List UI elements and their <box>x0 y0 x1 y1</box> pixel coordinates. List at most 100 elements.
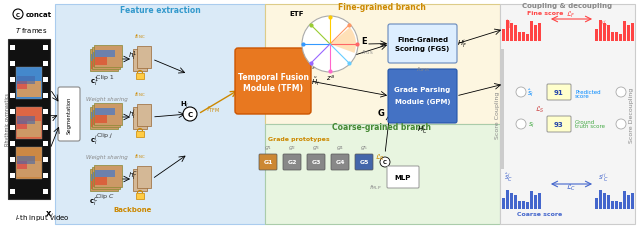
Bar <box>522 201 525 209</box>
Bar <box>95 51 115 58</box>
Text: G5: G5 <box>359 160 369 165</box>
Bar <box>91 120 103 128</box>
Bar <box>17 77 35 85</box>
Bar <box>136 193 144 199</box>
Text: Grade prototypes: Grade prototypes <box>268 137 330 142</box>
Bar <box>623 22 626 42</box>
Bar <box>538 25 541 42</box>
Bar <box>506 190 509 209</box>
Bar <box>265 5 500 124</box>
Text: $f_{\mathrm{ENC}}$: $f_{\mathrm{ENC}}$ <box>134 33 146 41</box>
Bar <box>514 26 517 42</box>
Bar <box>607 26 610 42</box>
Bar <box>17 121 41 137</box>
Text: Clip $C$: Clip $C$ <box>95 192 115 201</box>
Text: $z^a$: $z^a$ <box>326 73 334 83</box>
Text: Backbone: Backbone <box>114 206 152 212</box>
Text: Weight sharing: Weight sharing <box>86 154 128 159</box>
Bar <box>534 26 537 42</box>
Text: $\mathbf{c}_i^j$: $\mathbf{c}_i^j$ <box>90 133 98 146</box>
FancyBboxPatch shape <box>235 49 311 115</box>
Bar <box>615 201 618 209</box>
Text: $g_5$: $g_5$ <box>360 143 368 151</box>
Text: Coarse score: Coarse score <box>517 212 563 217</box>
Bar <box>43 62 48 67</box>
Circle shape <box>302 17 358 73</box>
Text: $\mathbf{G}$: $\mathbf{G}$ <box>377 106 385 117</box>
Text: Grade Parsing: Grade Parsing <box>394 87 451 93</box>
Bar <box>615 33 618 42</box>
Bar <box>137 105 151 126</box>
Bar <box>43 173 48 178</box>
Text: $\tilde{H}_i$: $\tilde{H}_i$ <box>311 75 319 88</box>
Bar <box>17 82 41 98</box>
Text: $s'^i_F$: $s'^i_F$ <box>598 18 608 32</box>
Bar <box>17 161 41 177</box>
Text: Feature extraction: Feature extraction <box>120 6 200 15</box>
Bar <box>599 190 602 209</box>
Text: concat: concat <box>26 12 52 18</box>
Bar <box>623 191 626 209</box>
Wedge shape <box>330 28 356 54</box>
Text: $H_F^i$: $H_F^i$ <box>457 38 467 51</box>
Bar <box>500 5 635 224</box>
Text: $\mathbf{x}_i$: $\mathbf{x}_i$ <box>45 209 54 219</box>
Text: $f_{\mathrm{TFM}}$: $f_{\mathrm{TFM}}$ <box>206 104 220 114</box>
FancyBboxPatch shape <box>331 154 349 170</box>
Text: Scoring (FGS): Scoring (FGS) <box>396 46 450 52</box>
Bar <box>611 33 614 42</box>
Text: Fine score: Fine score <box>527 11 563 15</box>
Bar <box>265 124 500 224</box>
Bar <box>92 106 120 128</box>
Bar <box>518 33 521 42</box>
Text: 93: 93 <box>554 121 564 128</box>
Bar <box>137 166 151 188</box>
Bar <box>530 191 533 209</box>
Text: $f_{\mathrm{MLP}}$: $f_{\mathrm{MLP}}$ <box>369 183 381 192</box>
Text: G3: G3 <box>311 160 321 165</box>
Bar <box>43 141 48 146</box>
Text: Module (TFM): Module (TFM) <box>243 83 303 92</box>
Bar <box>91 55 111 62</box>
Text: Ground: Ground <box>575 119 595 124</box>
FancyBboxPatch shape <box>387 166 419 188</box>
Bar <box>595 30 598 42</box>
Text: Weight sharing: Weight sharing <box>86 97 128 102</box>
Bar <box>10 94 15 98</box>
Bar <box>92 48 120 70</box>
Text: $\hat{s}_F^i$: $\hat{s}_F^i$ <box>505 18 513 31</box>
Bar <box>90 108 118 129</box>
Bar <box>43 109 48 114</box>
FancyBboxPatch shape <box>58 88 80 141</box>
Bar <box>611 201 614 209</box>
Text: $\mathcal{L}_S$: $\mathcal{L}_S$ <box>535 104 545 114</box>
Bar <box>17 121 27 129</box>
Bar <box>95 58 107 66</box>
Text: Clip 1: Clip 1 <box>96 74 114 79</box>
Text: $\mathbf{c}_i^1$: $\mathbf{c}_i^1$ <box>90 75 99 88</box>
Bar <box>133 169 147 191</box>
Text: $f_{\mathrm{ENC}}$: $f_{\mathrm{ENC}}$ <box>134 90 146 99</box>
Bar <box>526 34 529 42</box>
Bar <box>93 172 113 179</box>
Circle shape <box>516 88 526 98</box>
Bar <box>95 177 107 185</box>
Bar <box>90 50 118 72</box>
Bar <box>16 108 42 139</box>
Bar <box>137 47 151 69</box>
Bar <box>43 46 48 51</box>
Bar <box>90 169 118 191</box>
Bar <box>10 46 15 51</box>
Bar <box>518 201 521 209</box>
Text: C: C <box>188 112 193 117</box>
FancyBboxPatch shape <box>388 70 457 123</box>
Text: $h_i^j$: $h_i^j$ <box>128 107 136 120</box>
Bar <box>534 195 537 209</box>
Bar <box>136 131 144 137</box>
Bar <box>10 78 15 83</box>
Bar <box>627 195 630 209</box>
Bar <box>17 156 35 164</box>
Bar <box>607 195 610 209</box>
Bar <box>530 22 533 42</box>
Bar <box>133 50 147 72</box>
